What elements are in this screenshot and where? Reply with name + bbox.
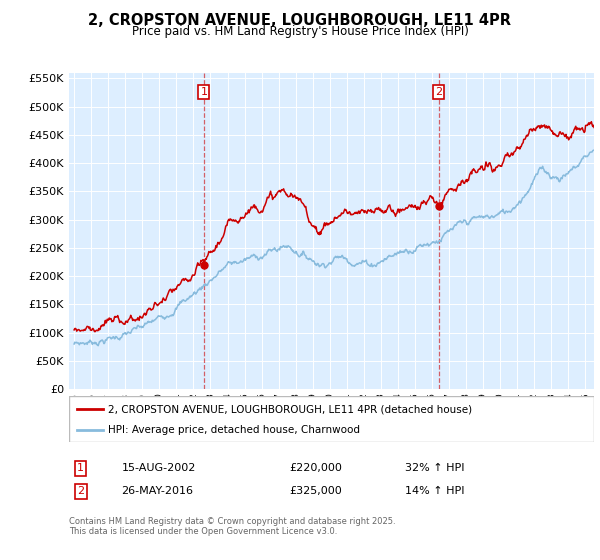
Text: 14% ↑ HPI: 14% ↑ HPI <box>405 486 464 496</box>
Text: 2, CROPSTON AVENUE, LOUGHBOROUGH, LE11 4PR: 2, CROPSTON AVENUE, LOUGHBOROUGH, LE11 4… <box>89 13 511 29</box>
Text: 2: 2 <box>436 87 442 97</box>
Text: £220,000: £220,000 <box>290 464 343 473</box>
Text: HPI: Average price, detached house, Charnwood: HPI: Average price, detached house, Char… <box>109 424 361 435</box>
Text: 15-AUG-2002: 15-AUG-2002 <box>121 464 196 473</box>
Text: 26-MAY-2016: 26-MAY-2016 <box>121 486 193 496</box>
Text: Contains HM Land Registry data © Crown copyright and database right 2025.
This d: Contains HM Land Registry data © Crown c… <box>69 517 395 536</box>
Text: 2: 2 <box>77 486 84 496</box>
Text: 32% ↑ HPI: 32% ↑ HPI <box>405 464 464 473</box>
Text: £325,000: £325,000 <box>290 486 342 496</box>
Text: 1: 1 <box>200 87 208 97</box>
FancyBboxPatch shape <box>69 396 594 442</box>
Text: 1: 1 <box>77 464 84 473</box>
Text: 2, CROPSTON AVENUE, LOUGHBOROUGH, LE11 4PR (detached house): 2, CROPSTON AVENUE, LOUGHBOROUGH, LE11 4… <box>109 404 473 414</box>
Text: Price paid vs. HM Land Registry's House Price Index (HPI): Price paid vs. HM Land Registry's House … <box>131 25 469 38</box>
